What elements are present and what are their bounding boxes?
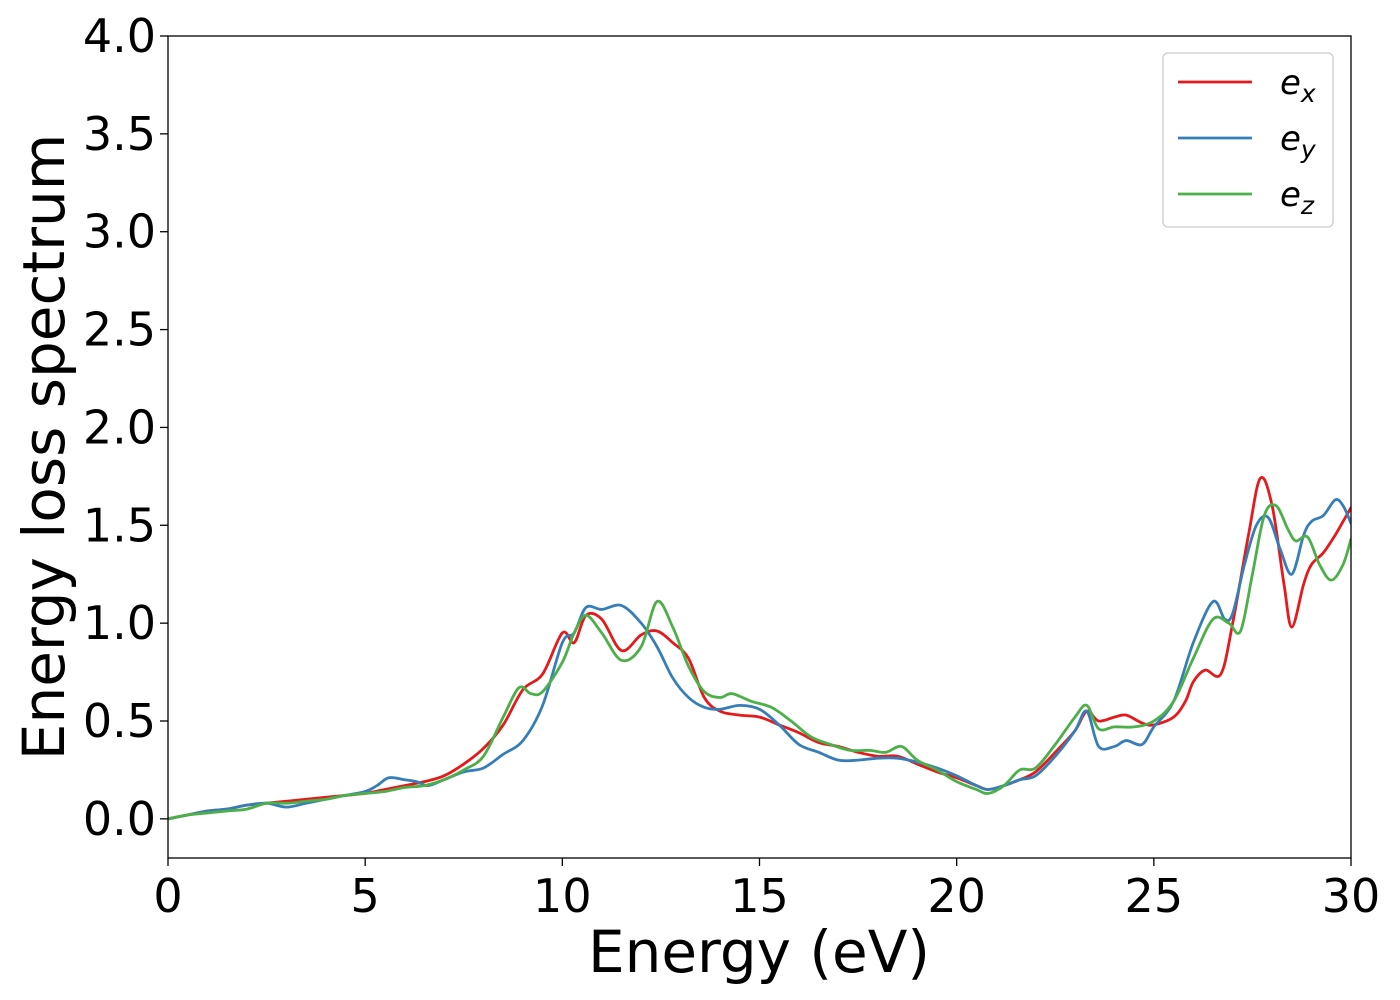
x-tick-label: 5	[351, 869, 380, 923]
y-tick-label: 1.5	[83, 498, 156, 552]
legend-box	[1162, 52, 1334, 228]
legend: ex ey ez	[1162, 52, 1334, 228]
y-tick-label: 2.5	[83, 303, 156, 357]
x-tick-label: 20	[927, 869, 986, 923]
x-tick-label: 15	[730, 869, 789, 923]
x-axis: 0 5 10 15 20 25 30	[153, 858, 1380, 923]
legend-label-z: ez	[1280, 175, 1315, 220]
series-line-y	[168, 498, 1351, 821]
legend-label-y: ey	[1280, 119, 1317, 164]
y-tick-label: 3.0	[83, 205, 156, 259]
series-layer	[168, 475, 1351, 821]
y-tick-label: 0.0	[83, 792, 156, 846]
x-tick-label: 10	[533, 869, 592, 923]
y-tick-label: 3.5	[83, 107, 156, 161]
y-axis-title: Energy loss spectrum	[10, 134, 78, 760]
y-tick-label: 0.5	[83, 694, 156, 748]
x-tick-label: 30	[1322, 869, 1381, 923]
y-tick-label: 2.0	[83, 400, 156, 454]
x-axis-title: Energy (eV)	[588, 918, 930, 986]
x-tick-label: 25	[1125, 869, 1184, 923]
y-tick-label: 4.0	[83, 9, 156, 63]
x-tick-label: 0	[153, 869, 182, 923]
y-axis: 0.0 0.5 1.0 1.5 2.0 2.5 3.0 3.5 4.0	[83, 9, 168, 846]
y-tick-label: 1.0	[83, 596, 156, 650]
series-line-z	[168, 503, 1351, 821]
legend-label-x: ex	[1280, 63, 1316, 108]
